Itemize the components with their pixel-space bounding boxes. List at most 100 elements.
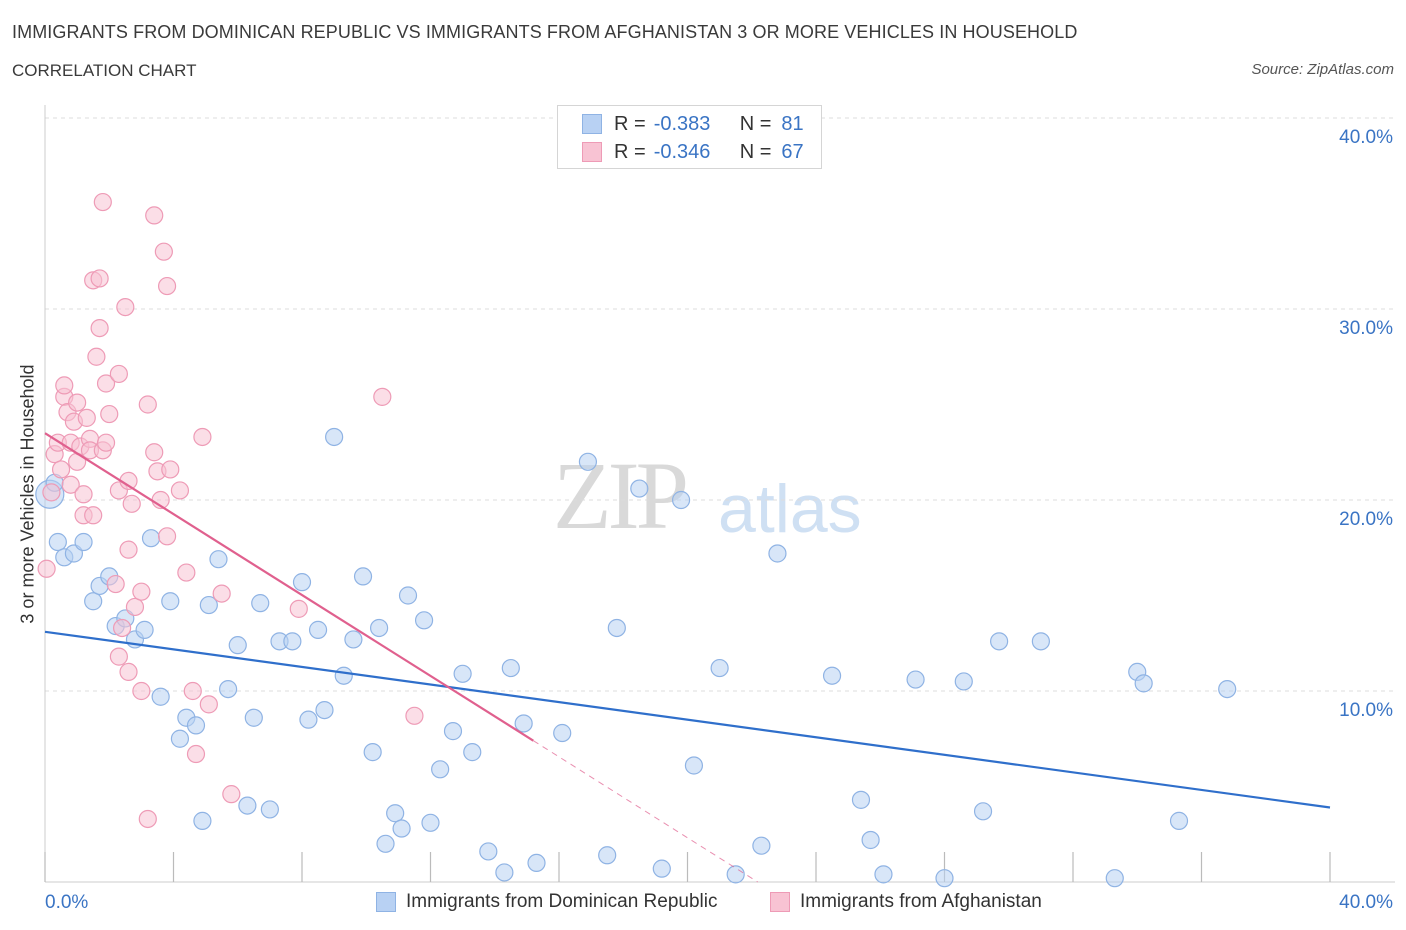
chart-subtitle: CORRELATION CHART xyxy=(12,61,197,80)
point-dominican xyxy=(684,756,704,775)
legend-row-afghanistan: R = -0.346 N = 67 xyxy=(582,140,804,164)
point-afghanistan xyxy=(90,269,109,288)
legend-r-label: R = xyxy=(614,140,646,163)
point-afghanistan xyxy=(90,319,109,338)
point-afghanistan xyxy=(106,574,125,594)
point-afghanistan xyxy=(138,809,157,829)
point-dominican xyxy=(334,666,353,685)
grid-lines xyxy=(45,117,1395,692)
point-afghanistan xyxy=(132,681,151,701)
bottom-legend-afghanistan: Immigrants from Afghanistan xyxy=(770,890,1042,914)
point-afghanistan xyxy=(132,582,151,601)
point-dominican xyxy=(283,632,302,651)
point-dominican xyxy=(1134,674,1153,693)
point-dominican xyxy=(935,869,954,888)
point-dominican xyxy=(398,586,418,605)
trend-line-afghanistan xyxy=(44,432,534,742)
point-dominican xyxy=(74,532,93,552)
point-dominican xyxy=(141,529,161,548)
point-dominican xyxy=(607,618,626,638)
point-afghanistan xyxy=(145,443,164,462)
point-dominican xyxy=(325,427,344,447)
point-dominican xyxy=(1031,632,1050,651)
point-dominican xyxy=(308,620,328,639)
point-afghanistan xyxy=(138,395,157,414)
bottom-legend-swatch-pink xyxy=(770,892,790,912)
point-afghanistan xyxy=(96,433,116,452)
bottom-legend-label: Immigrants from Afghanistan xyxy=(800,891,1042,912)
data-points xyxy=(35,192,1237,888)
point-afghanistan xyxy=(157,527,177,546)
point-dominican xyxy=(386,804,405,823)
point-dominican xyxy=(822,666,842,685)
point-dominican xyxy=(414,611,434,630)
legend-row-dominican: R = -0.383 N = 81 xyxy=(582,112,804,136)
point-dominican xyxy=(501,658,520,678)
source-label: Source: ZipAtlas.com xyxy=(1251,61,1394,78)
point-dominican xyxy=(292,573,312,592)
y-tick-label: 20.0% xyxy=(1339,509,1393,530)
point-afghanistan xyxy=(154,242,173,261)
point-afghanistan xyxy=(109,647,128,666)
point-dominican xyxy=(299,710,318,729)
point-afghanistan xyxy=(42,483,61,502)
point-afghanistan xyxy=(157,276,177,296)
legend-n-value: 81 xyxy=(781,112,804,135)
point-dominican xyxy=(495,863,514,882)
point-dominican xyxy=(514,714,533,733)
point-dominican xyxy=(578,452,598,471)
point-dominican xyxy=(244,708,263,727)
point-dominican xyxy=(135,620,154,639)
correlation-legend: R = -0.383 N = 81 R = -0.346 N = 67 xyxy=(557,105,822,169)
point-dominican xyxy=(954,672,973,691)
point-dominican xyxy=(170,729,190,748)
point-afghanistan xyxy=(373,387,392,406)
trend-lines xyxy=(44,432,1331,883)
point-afghanistan xyxy=(145,206,164,225)
point-dominican xyxy=(851,790,871,809)
point-dominican xyxy=(726,865,745,884)
point-afghanistan xyxy=(112,618,132,638)
y-tick-label: 40.0% xyxy=(1339,127,1393,148)
point-afghanistan xyxy=(109,364,128,384)
point-afghanistan xyxy=(125,597,145,617)
legend-swatch-pink xyxy=(582,142,602,162)
point-dominican xyxy=(598,846,617,865)
point-afghanistan xyxy=(119,662,138,682)
legend-r-value: -0.383 xyxy=(653,112,711,135)
point-dominican xyxy=(874,865,893,884)
point-afghanistan xyxy=(212,584,231,603)
point-afghanistan xyxy=(55,376,74,395)
point-dominican xyxy=(453,664,472,683)
point-dominican xyxy=(209,550,228,569)
point-dominican xyxy=(630,479,649,498)
point-afghanistan xyxy=(74,485,93,504)
point-dominican xyxy=(527,853,546,873)
legend-n-value: 67 xyxy=(781,140,804,163)
point-afghanistan xyxy=(37,559,56,578)
point-afghanistan xyxy=(186,744,206,764)
legend-n-label: N = xyxy=(739,112,772,135)
point-dominican xyxy=(906,670,925,689)
legend-swatch-blue xyxy=(582,114,602,134)
point-afghanistan xyxy=(193,427,212,447)
point-dominican xyxy=(238,796,257,815)
point-dominican xyxy=(421,813,440,832)
y-tick-label: 10.0% xyxy=(1339,700,1393,721)
point-afghanistan xyxy=(289,599,308,618)
point-dominican xyxy=(251,594,270,613)
point-dominican xyxy=(752,836,771,855)
point-dominican xyxy=(193,811,212,830)
point-afghanistan xyxy=(170,481,190,500)
point-afghanistan xyxy=(68,393,87,412)
point-afghanistan xyxy=(87,347,106,366)
point-afghanistan xyxy=(183,681,202,701)
point-dominican xyxy=(186,716,206,735)
point-dominican xyxy=(315,700,334,720)
point-dominican xyxy=(990,632,1009,651)
legend-r-value: -0.346 xyxy=(653,140,711,163)
point-dominican xyxy=(443,722,463,741)
point-dominican xyxy=(652,859,671,878)
point-dominican xyxy=(48,532,67,552)
